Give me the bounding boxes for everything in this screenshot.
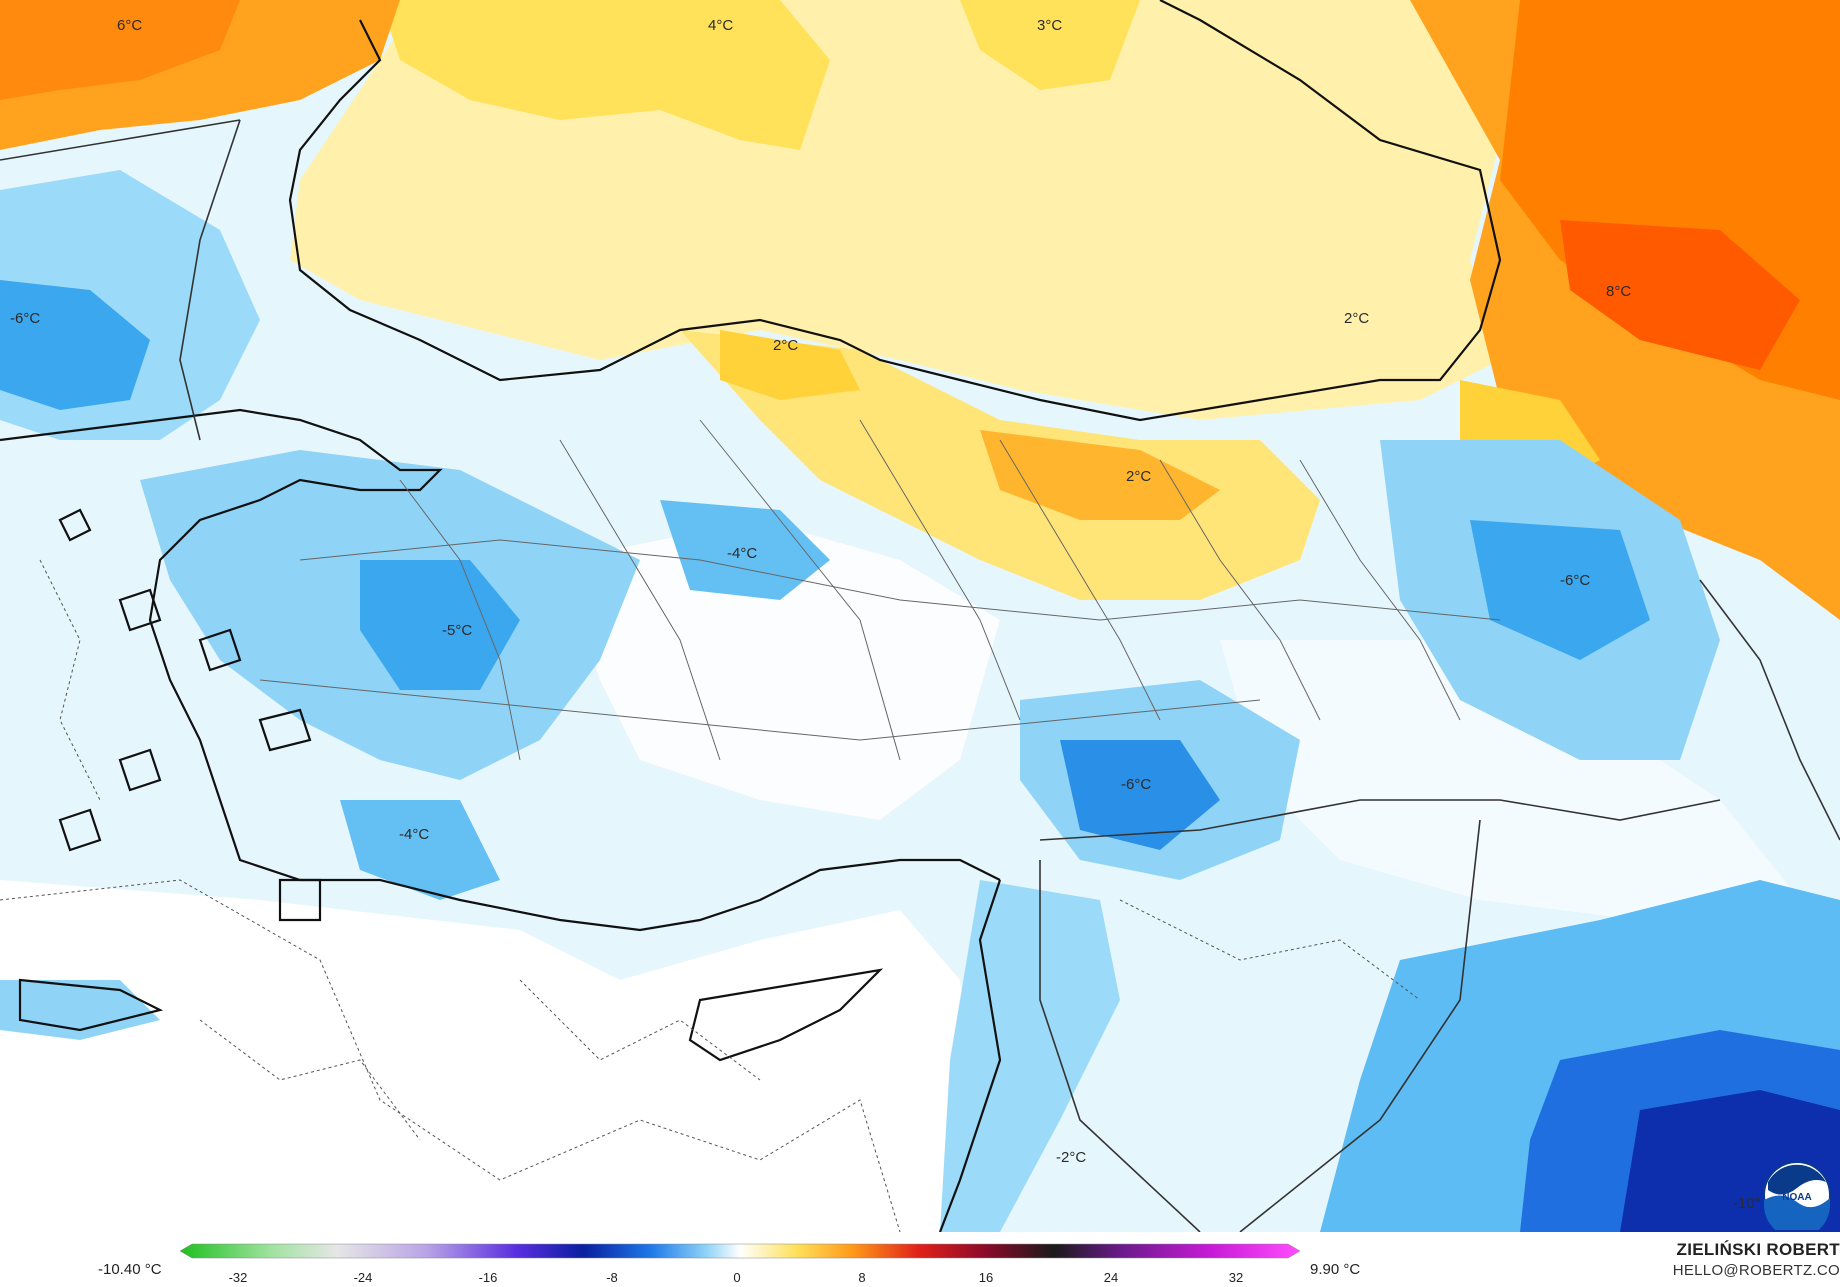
- scale-tick-2: -16: [479, 1270, 498, 1285]
- map-label-m6c-south: -6°C: [1121, 776, 1151, 793]
- scale-tick-7: 24: [1104, 1270, 1118, 1285]
- map-label-m4c-central: -4°C: [727, 545, 757, 562]
- admin-lines: [259, 419, 1501, 761]
- map-canvas: 6°C 4°C 3°C 8°C 2°C -6°C 2°C 2°C -4°C -5…: [0, 0, 1840, 1232]
- black-sea-warm-core-east: [960, 0, 1140, 90]
- scale-tick-1: -24: [354, 1270, 373, 1285]
- east-anatolia-cold-core: [1470, 520, 1650, 660]
- sw-cold-spot: [340, 800, 500, 900]
- map-label-m5c-west: -5°C: [442, 622, 472, 639]
- syria-neutral: [1220, 640, 1800, 920]
- central-neutral: [560, 520, 1000, 820]
- se-anatolia-cold-core: [1060, 740, 1220, 850]
- country-borders: [0, 119, 1840, 1232]
- scale-tick-5: 8: [858, 1270, 865, 1285]
- author-email[interactable]: HELLO@ROBERTZ.CO: [1672, 1262, 1840, 1279]
- coast-warm-spot: [720, 330, 860, 400]
- scale-tick-4: 0: [733, 1270, 740, 1285]
- map-label-4c-north: 4°C: [708, 17, 733, 34]
- map-label-3c-north: 3°C: [1037, 17, 1062, 34]
- map-label-6c-nw: 6°C: [117, 17, 142, 34]
- map-label-m10c-se: -10°: [1733, 1195, 1761, 1212]
- author-name: ZIELIŃSKI ROBERT: [1676, 1240, 1840, 1259]
- map-label-8c-east: 8°C: [1606, 283, 1631, 300]
- scale-tick-0: -32: [229, 1270, 248, 1285]
- black-sea-warm-core-west: [380, 0, 830, 150]
- svg-text:NOAA: NOAA: [1782, 1192, 1811, 1203]
- nw-warm-core: [0, 0, 240, 100]
- legend-min-label: -10.40 °C: [98, 1261, 162, 1278]
- legend-max-label: 9.90 °C: [1310, 1261, 1361, 1278]
- color-scale: -32 -24 -16 -8 0 8 16 24 32: [180, 1243, 1300, 1285]
- crete-cold: [0, 980, 160, 1040]
- map-label-m6c-west: -6°C: [10, 310, 40, 327]
- map-label-2c-blacksea: 2°C: [1344, 310, 1369, 327]
- temperature-map: 6°C 4°C 3°C 8°C 2°C -6°C 2°C 2°C -4°C -5…: [0, 0, 1840, 1232]
- coast-warm-core: [980, 430, 1220, 520]
- legend-bar: [0, 1232, 1840, 1287]
- ne-hot-core: [1560, 220, 1800, 370]
- west-anatolia-cold-core: [360, 560, 520, 690]
- mediterranean-neutral: [0, 880, 1000, 1232]
- map-label-2c-coast: 2°C: [773, 337, 798, 354]
- contour-lines: [0, 559, 1421, 1232]
- scale-tick-8: 32: [1229, 1270, 1243, 1285]
- map-label-m4c-sw: -4°C: [399, 826, 429, 843]
- scale-tick-6: 16: [979, 1270, 993, 1285]
- coastlines: [0, 0, 1502, 1232]
- noaa-logo: NOAA: [1763, 1161, 1831, 1230]
- scale-tick-3: -8: [606, 1270, 618, 1285]
- central-cold-spot: [660, 500, 830, 600]
- balkan-cold-core: [0, 280, 150, 410]
- map-label-2c-ne: 2°C: [1126, 468, 1151, 485]
- map-label-m2c-south: -2°C: [1056, 1149, 1086, 1166]
- map-label-m6c-east: -6°C: [1560, 572, 1590, 589]
